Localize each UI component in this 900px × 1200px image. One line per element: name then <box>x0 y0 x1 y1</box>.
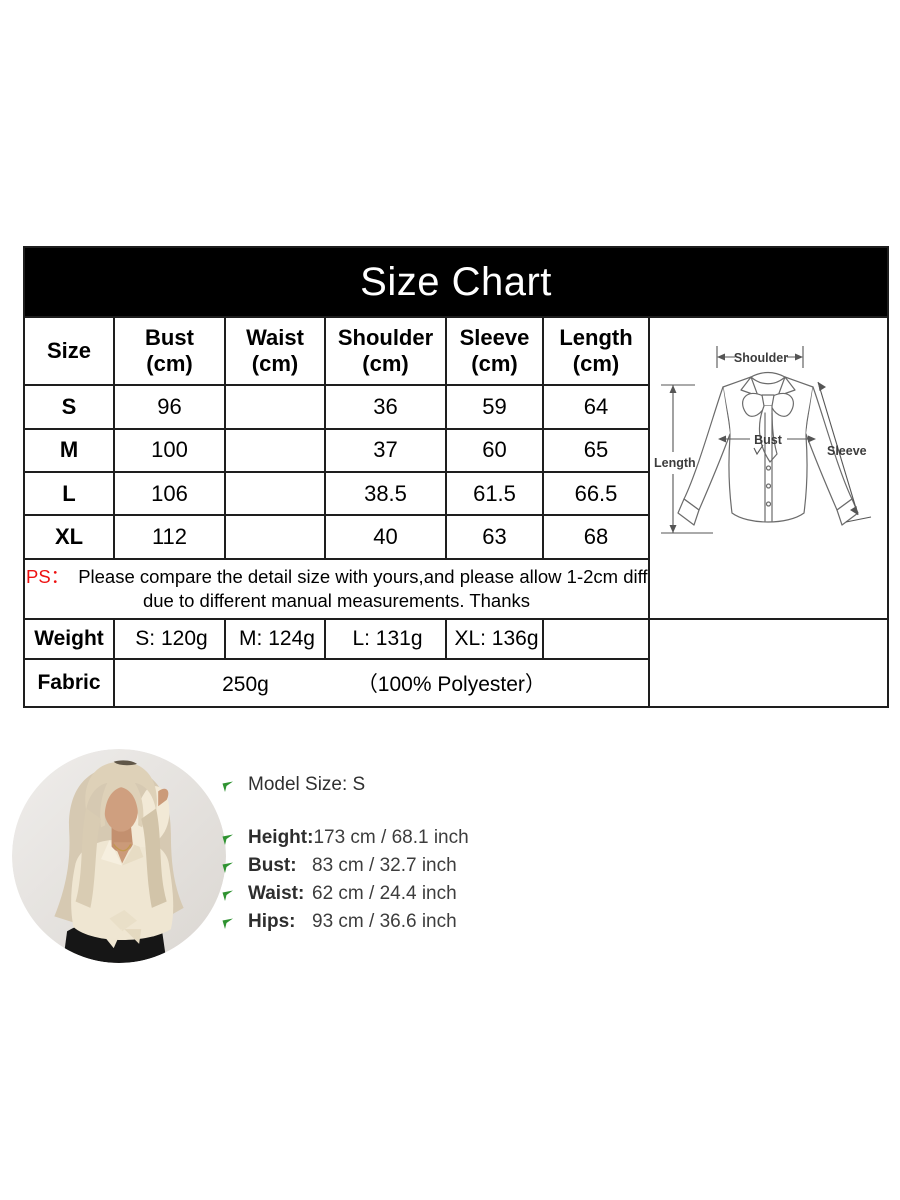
diagram-length-label: Length <box>654 456 696 470</box>
table-cell: L: 131g <box>324 618 447 660</box>
model-portrait-image <box>12 749 226 963</box>
measurement-label: Bust: <box>248 855 297 876</box>
table-cell <box>224 427 326 474</box>
model-photo <box>12 749 226 963</box>
table-cell: S <box>23 384 115 430</box>
page-title: Size Chart <box>22 246 890 318</box>
table-header-row: Size Bust (cm) Waist (cm) Shoulder (cm) Sle… <box>23 315 890 620</box>
column-header-waist: Waist (cm) <box>224 315 326 387</box>
measurement-label: Hips: <box>248 911 296 932</box>
model-size-line: Model Size: S <box>222 772 642 800</box>
model-measurement-bust: Bust: 83 cm / 32.7 inch <box>222 853 642 881</box>
table-row-m: M 100 37 60 65 <box>23 427 888 474</box>
weight-label: Weight <box>23 618 115 660</box>
weight-row: Weight S: 120g M: 124g L: 131g XL: 136g <box>23 618 890 708</box>
table-cell: 63 <box>445 514 544 560</box>
measurement-label: Waist: <box>248 883 305 904</box>
title-row: Size Chart <box>22 246 890 318</box>
model-size-text: Model Size: S <box>248 774 366 795</box>
table-cell-empty <box>542 618 650 660</box>
column-header-sleeve: Sleeve (cm) <box>445 315 544 387</box>
measurement-label: Height: <box>248 827 314 848</box>
shirt-sketch-icon: Shoulder Length Bust Sleeve <box>654 346 872 534</box>
measurement-value: 62 cm / 24.4 inch <box>312 883 457 904</box>
table-row-l: L 106 38.5 61.5 66.5 <box>23 471 888 517</box>
column-header-shoulder: Shoulder (cm) <box>324 315 447 387</box>
table-cell: 68 <box>542 514 650 560</box>
fabric-composition: （100% Polyester） <box>356 673 546 696</box>
table-cell: 38.5 <box>324 471 447 517</box>
table-cell: 64 <box>542 384 650 430</box>
measurement-value: 83 cm / 32.7 inch <box>312 855 457 876</box>
fabric-value: 250g （100% Polyester） <box>113 658 650 708</box>
column-header-size: Size <box>23 315 115 387</box>
table-cell: 37 <box>324 427 447 474</box>
table-cell: 65 <box>542 427 650 474</box>
table-cell-empty <box>647 618 890 708</box>
table-cell: 96 <box>113 384 226 430</box>
fabric-label: Fabric <box>23 658 115 708</box>
ps-prefix: PS： <box>26 565 70 587</box>
garment-measure-diagram: Shoulder Length Bust Sleeve <box>647 316 890 620</box>
green-arrow-icon <box>222 881 248 909</box>
diagram-shoulder-label: Shoulder <box>734 351 788 365</box>
diagram-sleeve-label: Sleeve <box>827 444 867 458</box>
ps-note-line2: due to different manual measurements. Th… <box>142 589 530 611</box>
model-info: Model Size: S Height: 173 cm / 68.1 inch… <box>222 772 642 937</box>
measurement-value: 173 cm / 68.1 inch <box>313 827 469 848</box>
table-cell <box>224 471 326 517</box>
model-measurement-waist: Waist: 62 cm / 24.4 inch <box>222 881 642 909</box>
table-cell: 60 <box>445 427 544 474</box>
table-cell: XL: 136g <box>445 618 544 660</box>
table-cell: XL <box>23 514 115 560</box>
table-cell: 40 <box>324 514 447 560</box>
ps-note-row: PS： Please compare the detail size with y… <box>23 557 888 621</box>
table-cell: M: 124g <box>224 618 326 660</box>
model-measurement-height: Height: 173 cm / 68.1 inch <box>222 825 642 853</box>
ps-note-line1: Please compare the detail size with your… <box>78 565 649 587</box>
table-row-s: S 96 36 59 64 <box>23 384 888 430</box>
table-cell: 59 <box>445 384 544 430</box>
column-header-length: Length (cm) <box>542 315 650 387</box>
table-cell: 61.5 <box>445 471 544 517</box>
table-row-xl: XL 112 40 63 68 <box>23 514 888 560</box>
table-cell: S: 120g <box>113 618 226 660</box>
table-cell <box>224 514 326 560</box>
ps-note: PS： Please compare the detail size with y… <box>23 557 650 621</box>
green-arrow-icon <box>222 853 248 881</box>
table-cell: 36 <box>324 384 447 430</box>
diagram-bust-label: Bust <box>754 433 783 447</box>
green-arrow-icon <box>222 825 248 853</box>
table-cell: M <box>23 427 115 474</box>
column-header-bust: Bust (cm) <box>113 315 226 387</box>
measurement-value: 93 cm / 36.6 inch <box>312 911 457 932</box>
green-arrow-icon <box>222 772 248 800</box>
model-measurement-hips: Hips: 93 cm / 36.6 inch <box>222 909 642 937</box>
table-cell: L <box>23 471 115 517</box>
table-cell: 100 <box>113 427 226 474</box>
table-cell <box>224 384 326 430</box>
fabric-row: Fabric 250g （100% Polyester） <box>23 658 888 708</box>
table-cell: 112 <box>113 514 226 560</box>
size-chart-table: Size Chart Size Bust (cm) Waist (cm) Shoul… <box>22 246 890 708</box>
green-arrow-icon <box>222 909 248 937</box>
table-cell: 66.5 <box>542 471 650 517</box>
fabric-weight: 250g <box>222 673 269 696</box>
table-cell: 106 <box>113 471 226 517</box>
